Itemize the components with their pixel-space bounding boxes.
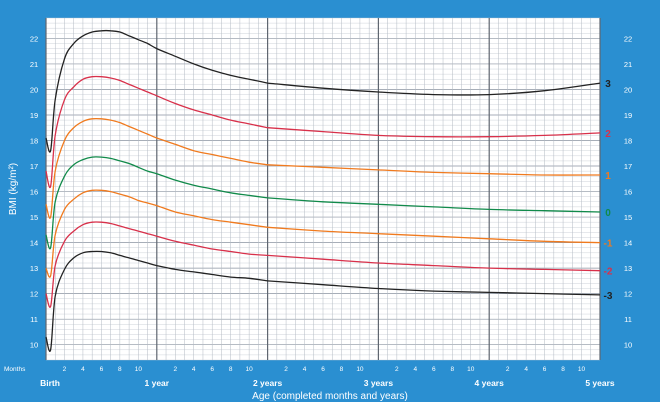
y-tick-label-right: 20 xyxy=(624,85,632,94)
x-year-label: 1 year xyxy=(145,378,170,388)
y-tick-label-right: 11 xyxy=(624,315,632,324)
z-score-label: -3 xyxy=(604,291,613,302)
x-month-tick-label: 10 xyxy=(135,366,143,373)
y-tick-label-right: 18 xyxy=(624,137,632,146)
x-month-tick-label: 2 xyxy=(63,366,67,373)
curve-z3 xyxy=(45,29,268,153)
x-month-tick-label: 6 xyxy=(321,366,325,373)
curve-z-3 xyxy=(45,250,268,352)
y-tick-label-left: 11 xyxy=(30,315,38,324)
x-year-label: 3 years xyxy=(364,378,394,388)
z-score-label: 2 xyxy=(605,129,611,140)
y-tick-label-left: 15 xyxy=(30,213,38,222)
x-month-tick-label: 4 xyxy=(81,366,85,373)
x-month-tick-label: 8 xyxy=(450,366,454,373)
y-tick-label-right: 16 xyxy=(624,188,632,197)
z-score-label: 3 xyxy=(605,79,611,90)
x-year-label: Birth xyxy=(40,378,60,388)
months-label: Months xyxy=(4,366,26,373)
x-month-tick-label: 6 xyxy=(210,366,214,373)
z-score-label: 1 xyxy=(605,171,611,182)
x-month-tick-label: 2 xyxy=(173,366,177,373)
curve-z2 xyxy=(45,75,268,189)
y-tick-label-right: 14 xyxy=(624,239,632,248)
x-month-tick-label: 2 xyxy=(395,366,399,373)
y-tick-label-right: 10 xyxy=(624,341,632,350)
x-year-label: 2 years xyxy=(253,378,283,388)
y-tick-label-left: 21 xyxy=(30,60,38,69)
y-tick-label-left: 19 xyxy=(30,111,38,120)
x-month-tick-label: 8 xyxy=(118,366,122,373)
y-tick-label-right: 12 xyxy=(624,290,632,299)
x-month-tick-label: 2 xyxy=(284,366,288,373)
y-tick-label-left: 16 xyxy=(30,188,38,197)
curve-z0 xyxy=(45,156,268,250)
y-tick-label-left: 20 xyxy=(30,85,38,94)
x-month-tick-label: 4 xyxy=(192,366,196,373)
curve-z1 xyxy=(45,117,268,219)
curve-z2 xyxy=(267,127,601,138)
x-month-tick-label: 10 xyxy=(246,366,254,373)
y-tick-label-left: 17 xyxy=(30,162,38,171)
y-tick-label-right: 19 xyxy=(624,111,632,120)
x-month-tick-label: 2 xyxy=(506,366,510,373)
y-tick-label-left: 18 xyxy=(30,137,38,146)
y-tick-label-right: 13 xyxy=(624,264,632,273)
z-score-label: -1 xyxy=(604,239,613,250)
y-tick-label-left: 22 xyxy=(30,34,38,43)
x-month-tick-label: 8 xyxy=(229,366,233,373)
x-month-tick-label: 10 xyxy=(467,366,475,373)
x-year-label: 4 years xyxy=(475,378,505,388)
x-month-tick-label: 6 xyxy=(100,366,104,373)
x-month-tick-label: 6 xyxy=(543,366,547,373)
curve-z-2 xyxy=(45,221,268,308)
curve-z-2 xyxy=(267,254,601,272)
curve-z-1 xyxy=(45,189,268,278)
x-axis-title: Age (completed months and years) xyxy=(252,391,408,402)
grid xyxy=(45,17,601,361)
y-tick-label-right: 17 xyxy=(624,162,632,171)
x-year-label: 5 years xyxy=(585,378,615,388)
curve-z-1 xyxy=(267,226,601,244)
curve-z1 xyxy=(267,164,601,176)
y-tick-label-left: 14 xyxy=(30,239,38,248)
z-score-label: -2 xyxy=(604,267,613,278)
x-month-tick-label: 8 xyxy=(561,366,565,373)
x-month-tick-label: 6 xyxy=(432,366,436,373)
x-month-tick-label: 8 xyxy=(340,366,344,373)
x-month-tick-label: 4 xyxy=(303,366,307,373)
z-score-label: 0 xyxy=(605,208,611,219)
curve-z3 xyxy=(267,82,601,96)
y-tick-label-left: 12 xyxy=(30,290,38,299)
y-tick-label-left: 13 xyxy=(30,264,38,273)
y-tick-label-left: 10 xyxy=(30,341,38,350)
x-month-tick-label: 10 xyxy=(578,366,586,373)
x-month-tick-label: 10 xyxy=(356,366,364,373)
curve-z0 xyxy=(267,197,601,213)
y-axis-title: BMI (kg/m²) xyxy=(8,163,19,215)
curve-z-3 xyxy=(267,280,601,296)
y-tick-label-right: 21 xyxy=(624,60,632,69)
x-month-tick-label: 4 xyxy=(414,366,418,373)
y-tick-label-right: 22 xyxy=(624,34,632,43)
x-month-tick-label: 4 xyxy=(524,366,528,373)
y-tick-label-right: 15 xyxy=(624,213,632,222)
